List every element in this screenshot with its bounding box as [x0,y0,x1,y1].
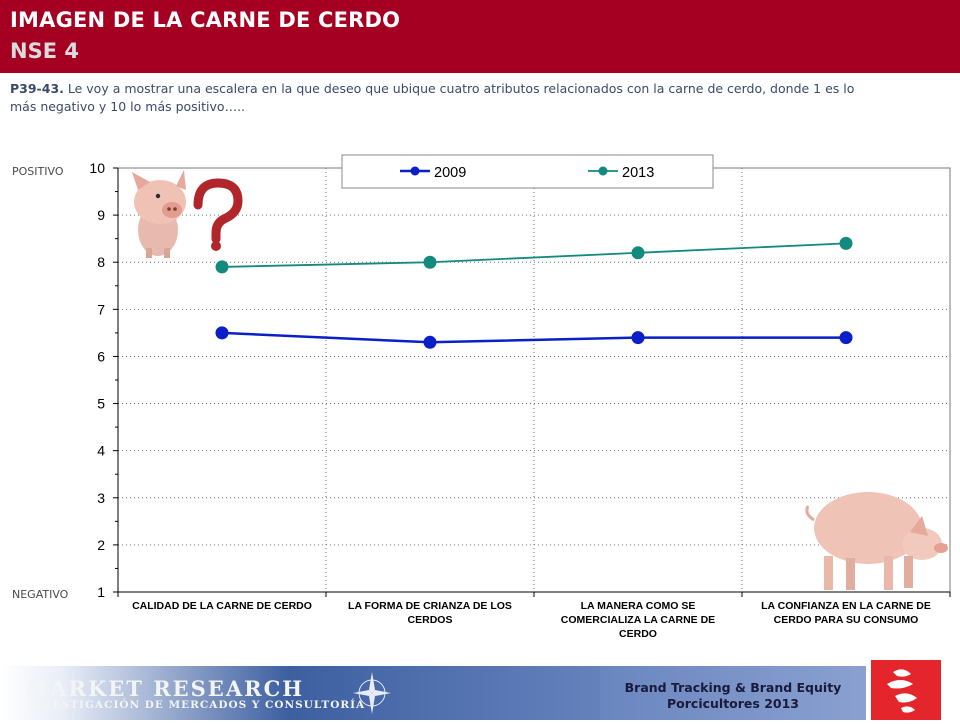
company-logo [871,660,941,720]
pig-snout [162,202,182,218]
y-tick-label: 5 [97,396,105,412]
x-tick-label-line: CERDO PARA SU CONSUMO [774,614,919,626]
legend-label-2009: 2009 [434,165,466,181]
negative-label: NEGATIVO [12,588,69,601]
tracking-title: Brand Tracking & Brand Equity [624,680,842,695]
brand-subtitle: INVESTIGACIÓN DE MERCADOS Y CONSULTORÍA [27,699,366,711]
page-title: IMAGEN DE LA CARNE DE CERDO [10,8,401,32]
x-tick-label-line: LA MANERA COMO SE [581,600,696,612]
x-tick-label: LA MANERA COMO SE COMERCIALIZA LA CARNE D… [561,600,715,640]
x-tick-label-line: COMERCIALIZA LA CARNE DE [561,614,715,626]
pig-ear-left [132,172,150,190]
page-subtitle: NSE 4 [10,39,79,63]
pig-nostril [167,207,171,211]
footer-bar: MARKET RESEARCH INVESTIGACIÓN DE MERCADO… [0,666,960,720]
x-tick-label-line: CALIDAD DE LA CARNE DE CERDO [132,600,312,612]
piglet-image [805,492,948,590]
y-tick-label: 9 [97,207,105,223]
data-point-2013 [631,246,645,260]
data-point-2013 [839,236,853,250]
pig-ear-right [176,170,186,190]
pig-leg [146,248,152,258]
x-tick-label: CALIDAD DE LA CARNE DE CERDO [132,600,312,612]
data-point-2009 [423,335,437,349]
piglet-leg [904,556,913,588]
question-mark-dot [211,241,221,251]
y-tick-label: 3 [97,490,105,506]
y-tick-label: 1 [97,584,105,600]
series-line-2013 [221,242,847,268]
x-tick-label-line: CERDO [619,628,657,640]
compass-icon [353,672,391,714]
data-point-2009 [215,326,229,340]
y-tick-label: 2 [97,537,105,553]
footer-band [0,666,640,720]
legend-marker-2009 [410,166,420,176]
piglet-snout [934,543,948,553]
data-point-2009 [631,331,645,345]
positive-label: POSITIVO [12,165,64,178]
y-tick-label: 8 [97,254,105,270]
data-point-2013 [423,255,437,269]
piglet-leg [884,556,893,590]
brand-title: MARKET RESEARCH [25,676,305,701]
y-tick-label: 10 [89,160,105,176]
y-tick-label: 7 [97,301,105,317]
pig-eye [155,193,161,199]
legend-marker-2013 [598,166,608,176]
piglet-leg [824,556,833,590]
piglet-head [902,528,942,560]
pig-question-image [132,170,243,258]
piglet-leg [846,558,855,590]
data-point-2009 [839,331,853,345]
x-tick-label: LA CONFIANZA EN LA CARNE DE CERDO PARA SU… [761,600,931,626]
line-chart: 1 2 3 4 5 6 7 8 9 10 CALIDAD DE LA CARNE DE CERDO… [89,154,951,640]
piglet-ear [910,516,928,536]
pig-leg [164,248,170,258]
y-tick-label: 6 [97,348,105,364]
question-code: P39-43. [10,81,64,96]
x-tick-label: LA FORMA DE CRIANZA DE LOS CERDOS [348,600,512,626]
question-text: P39-43. Le voy a mostrar una escalera en… [10,80,870,116]
question-body: Le voy a mostrar una escalera en la que … [10,81,855,114]
legend-label-2013: 2013 [622,165,654,181]
legend-box [341,154,714,189]
footer-band-right [600,666,866,720]
series-line-2009 [221,331,846,344]
question-mark-icon [193,178,243,244]
x-tick-label-line: LA CONFIANZA EN LA CARNE DE [761,600,931,612]
pig-nostril [173,207,177,211]
y-tick-label: 4 [97,443,105,459]
logo-mark-icon [887,669,917,713]
x-tick-label-line: CERDOS [408,614,453,626]
x-tick-label-line: LA FORMA DE CRIANZA DE LOS [348,600,512,612]
data-point-2013 [215,260,229,274]
piglet-body [814,492,922,564]
piglet-tail [805,505,815,522]
tracking-subtitle: Porcicultores 2013 [667,696,799,711]
header-bar: IMAGEN DE LA CARNE DE CERDO NSE 4 [0,0,960,73]
